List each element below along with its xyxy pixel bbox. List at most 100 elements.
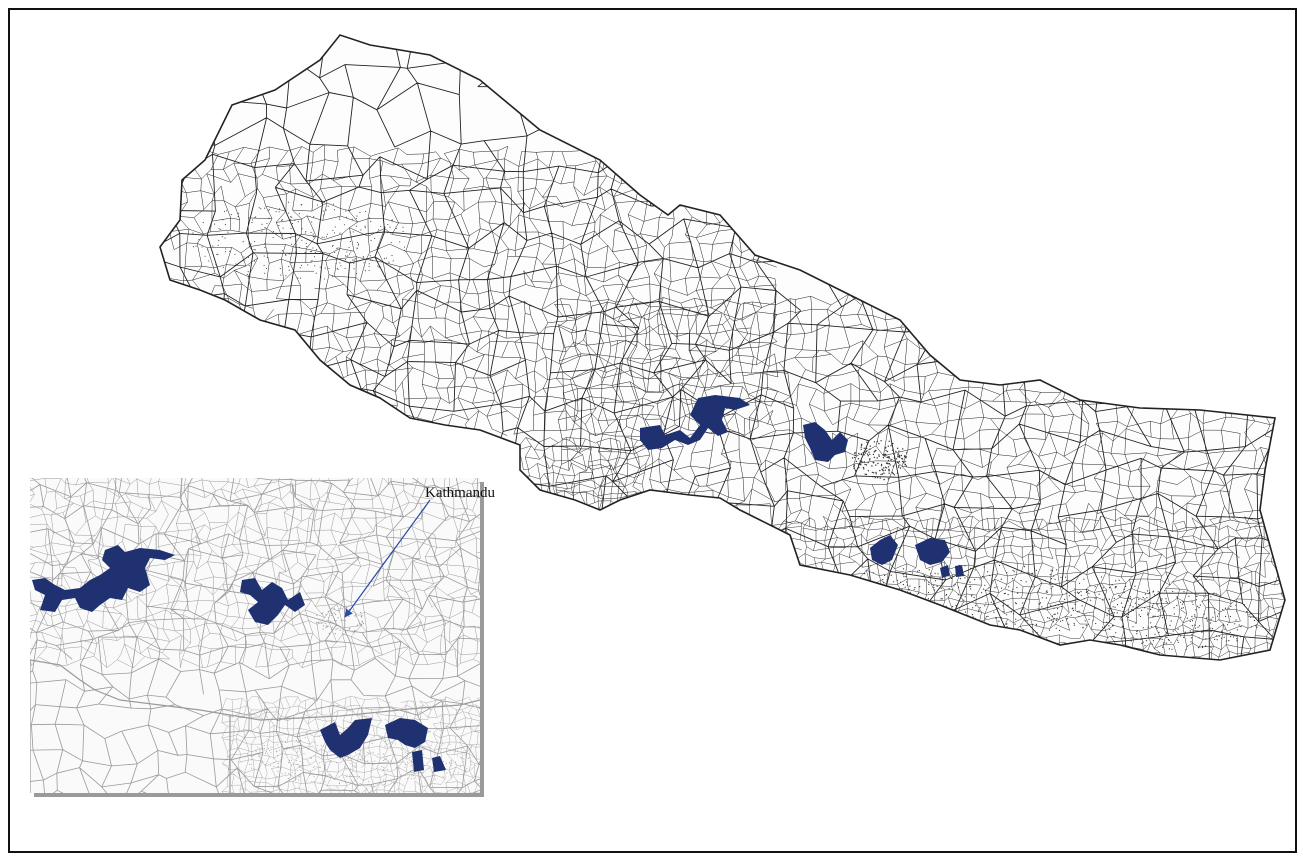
boundary-node [225, 251, 227, 253]
boundary-node [867, 470, 870, 472]
boundary-node [927, 607, 929, 610]
boundary-node [273, 757, 275, 759]
boundary-node [364, 225, 366, 227]
boundary-node [827, 593, 830, 595]
boundary-node [983, 588, 985, 590]
boundary-node [937, 573, 939, 575]
boundary-node [368, 752, 370, 754]
boundary-node [1031, 572, 1033, 575]
boundary-node [1130, 610, 1132, 612]
boundary-node [831, 608, 833, 610]
boundary-node [1206, 620, 1208, 622]
boundary-node [270, 749, 272, 751]
boundary-node [898, 465, 900, 467]
boundary-node [1180, 616, 1182, 619]
boundary-node [261, 223, 263, 225]
boundary-node [358, 620, 360, 622]
boundary-node [208, 260, 210, 262]
boundary-node [1132, 609, 1134, 612]
boundary-node [884, 618, 886, 621]
boundary-node [1051, 578, 1053, 580]
boundary-node [1152, 590, 1155, 592]
boundary-node [352, 610, 354, 613]
boundary-node [324, 765, 326, 767]
boundary-node [934, 589, 936, 591]
boundary-node [1163, 641, 1165, 643]
boundary-node [964, 596, 966, 598]
boundary-node [934, 572, 936, 574]
boundary-node [972, 607, 974, 609]
boundary-node [355, 273, 357, 275]
boundary-node [1198, 637, 1200, 639]
boundary-node [354, 780, 356, 782]
boundary-node [316, 745, 318, 747]
boundary-node [1152, 605, 1154, 607]
boundary-node [1226, 624, 1229, 626]
boundary-node [379, 736, 381, 738]
boundary-node [908, 617, 911, 620]
boundary-node [901, 458, 904, 460]
boundary-node [377, 246, 379, 248]
boundary-node [290, 774, 292, 776]
boundary-node [395, 739, 396, 741]
boundary-node [234, 253, 236, 255]
boundary-node [299, 766, 301, 768]
boundary-node [882, 457, 885, 459]
boundary-node [322, 612, 324, 614]
boundary-node [402, 231, 404, 233]
boundary-node [888, 608, 890, 611]
boundary-node [1002, 611, 1004, 613]
boundary-node [1122, 606, 1124, 608]
boundary-node [227, 231, 229, 233]
boundary-node [863, 468, 865, 470]
boundary-node [221, 236, 223, 238]
boundary-node [266, 257, 268, 259]
boundary-node [1100, 576, 1103, 578]
boundary-node [1031, 623, 1033, 626]
boundary-node [390, 241, 392, 244]
boundary-node [854, 456, 856, 459]
boundary-node [888, 440, 890, 442]
boundary-node [910, 623, 912, 626]
boundary-node [1084, 620, 1086, 622]
boundary-node [924, 580, 926, 582]
boundary-node [1021, 608, 1023, 611]
boundary-node [363, 764, 365, 766]
boundary-node [265, 267, 268, 269]
boundary-node [879, 469, 881, 472]
boundary-node [1127, 613, 1129, 616]
boundary-node [361, 766, 363, 768]
boundary-node [386, 756, 388, 758]
boundary-node [255, 753, 257, 754]
boundary-node [1163, 643, 1165, 645]
boundary-node [855, 580, 857, 582]
boundary-node [837, 600, 839, 602]
boundary-node [462, 761, 464, 763]
boundary-node [1152, 640, 1154, 642]
boundary-node [443, 761, 444, 762]
boundary-node [328, 267, 330, 270]
boundary-node [1208, 630, 1210, 632]
boundary-node [384, 226, 386, 228]
boundary-node [901, 603, 903, 605]
boundary-node [377, 753, 379, 755]
boundary-node [334, 251, 336, 254]
boundary-node [1141, 642, 1143, 645]
boundary-node [906, 624, 908, 626]
boundary-node [925, 631, 927, 633]
boundary-node [1062, 588, 1064, 590]
boundary-node [1152, 591, 1154, 593]
boundary-node [1088, 618, 1090, 620]
boundary-node [1205, 638, 1207, 640]
boundary-node [1015, 618, 1017, 620]
boundary-node [460, 757, 462, 759]
boundary-node [385, 257, 387, 259]
boundary-node [264, 227, 266, 229]
boundary-node [824, 593, 826, 595]
boundary-node [1189, 620, 1191, 623]
boundary-node [1006, 623, 1008, 625]
boundary-node [1002, 630, 1004, 632]
boundary-node [355, 614, 357, 616]
boundary-node [261, 230, 263, 232]
boundary-node [1080, 594, 1082, 596]
